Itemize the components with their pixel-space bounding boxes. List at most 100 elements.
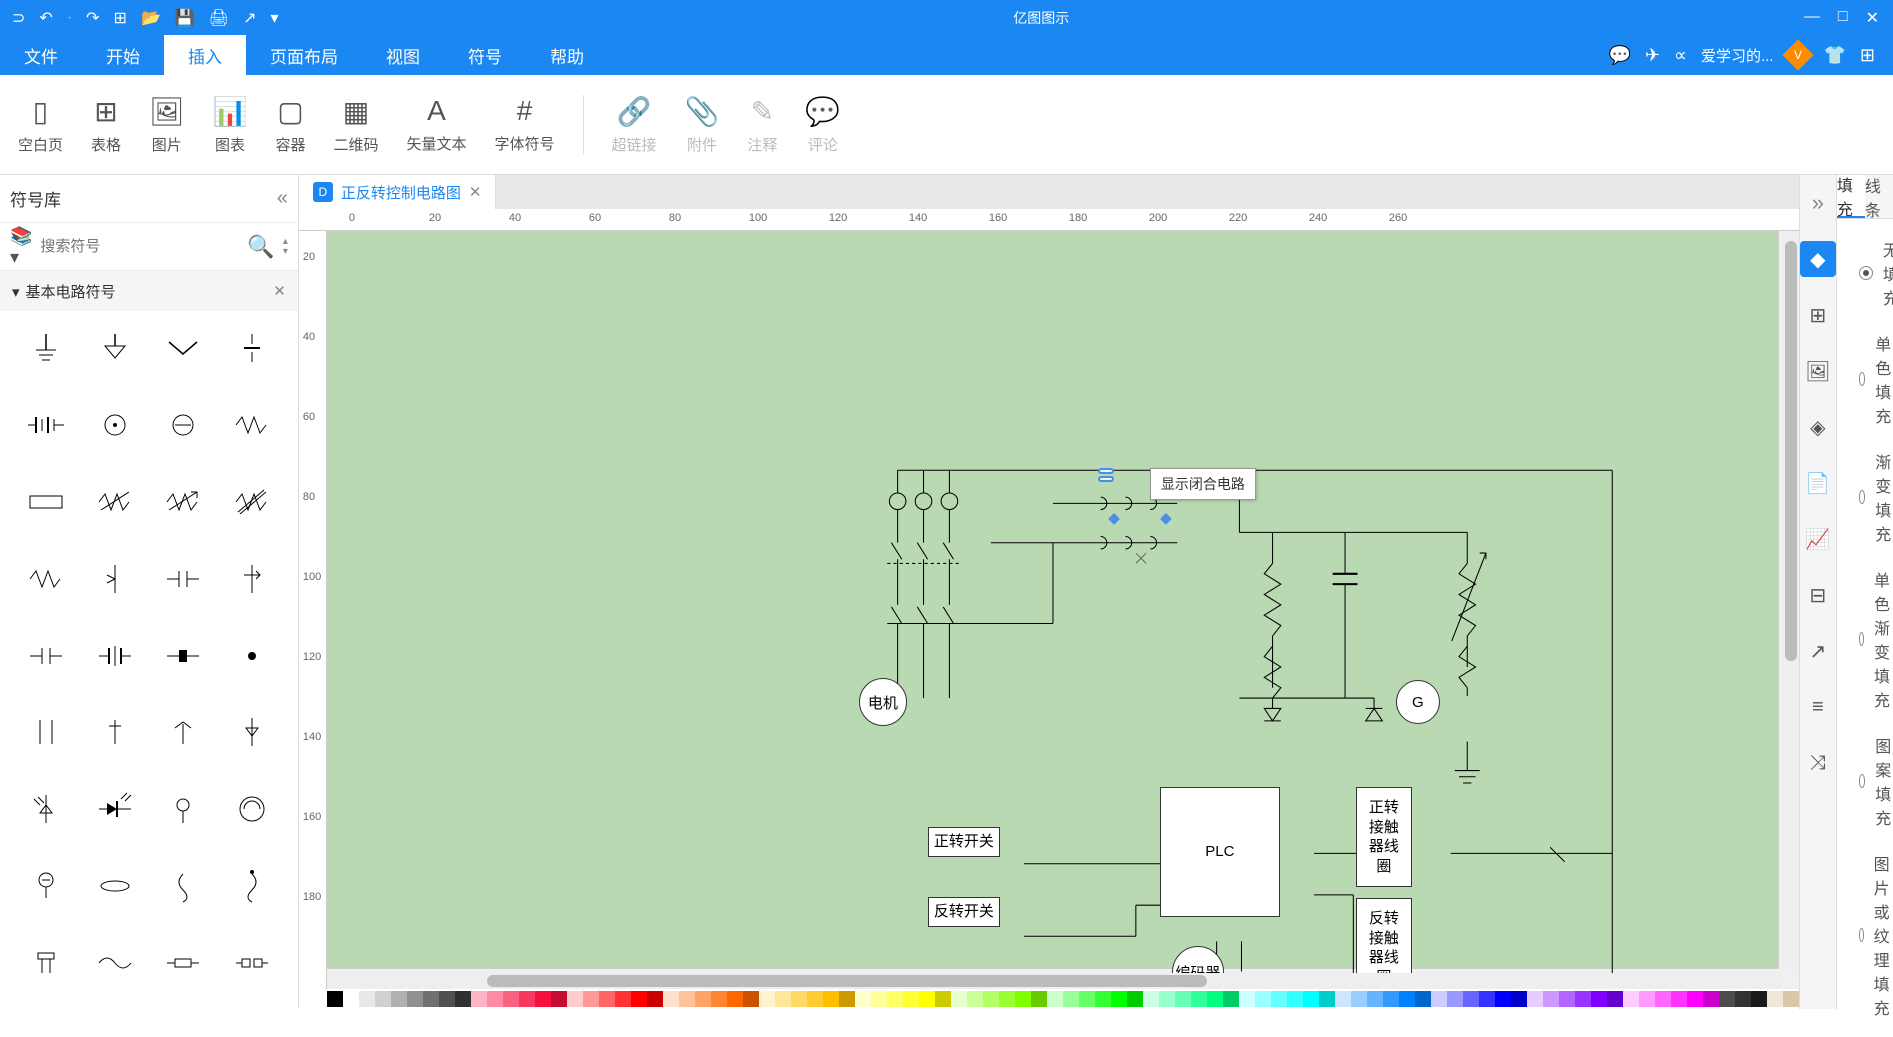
color-swatch[interactable]	[839, 991, 855, 1007]
color-swatch[interactable]	[1671, 991, 1687, 1007]
color-swatch[interactable]	[999, 991, 1015, 1007]
color-swatch[interactable]	[1767, 991, 1783, 1007]
symbol-19[interactable]	[217, 631, 285, 681]
symbol-16[interactable]	[12, 631, 80, 681]
color-swatch[interactable]	[503, 991, 519, 1007]
color-swatch[interactable]	[1495, 991, 1511, 1007]
color-swatch[interactable]	[1463, 991, 1479, 1007]
color-swatch[interactable]	[1735, 991, 1751, 1007]
print-icon[interactable]: 🖨	[209, 8, 229, 28]
color-swatch[interactable]	[1047, 991, 1063, 1007]
menu-插入[interactable]: 插入	[164, 35, 246, 75]
color-swatch[interactable]	[1351, 991, 1367, 1007]
symbol-9[interactable]	[80, 477, 148, 527]
color-swatch[interactable]	[935, 991, 951, 1007]
symbol-15[interactable]	[217, 554, 285, 604]
color-swatch[interactable]	[791, 991, 807, 1007]
color-swatch[interactable]	[743, 991, 759, 1007]
color-swatch[interactable]	[1271, 991, 1287, 1007]
ribbon-字体符号[interactable]: #字体符号	[495, 95, 555, 155]
color-swatch[interactable]	[823, 991, 839, 1007]
color-swatch[interactable]	[887, 991, 903, 1007]
color-swatch[interactable]	[583, 991, 599, 1007]
library-dropdown-icon[interactable]: 📚▾	[10, 226, 32, 268]
qat-more-icon[interactable]: ▾	[271, 8, 279, 28]
color-swatch[interactable]	[695, 991, 711, 1007]
fill-option-3[interactable]: 单色渐变填充	[1859, 567, 1893, 711]
smart-handle-icon[interactable]	[1098, 468, 1118, 490]
symbol-2[interactable]	[149, 323, 217, 373]
color-swatch[interactable]	[599, 991, 615, 1007]
image-tool-icon[interactable]: 🖼	[1800, 353, 1836, 389]
fill-option-0[interactable]: 无填充	[1859, 237, 1893, 309]
color-swatch[interactable]	[1255, 991, 1271, 1007]
symbol-21[interactable]	[80, 707, 148, 757]
color-swatch[interactable]	[1703, 991, 1719, 1007]
color-swatch[interactable]	[1639, 991, 1655, 1007]
symbol-10[interactable]	[149, 477, 217, 527]
color-swatch[interactable]	[391, 991, 407, 1007]
export-icon[interactable]: ↗	[243, 8, 256, 28]
color-swatch[interactable]	[1783, 991, 1799, 1007]
symbol-27[interactable]	[217, 784, 285, 834]
color-swatch[interactable]	[647, 991, 663, 1007]
tab-close-icon[interactable]: ✕	[469, 183, 482, 201]
menu-符号[interactable]: 符号	[444, 35, 526, 75]
menu-帮助[interactable]: 帮助	[526, 35, 608, 75]
horizontal-scrollbar[interactable]	[327, 973, 1783, 989]
symbol-35[interactable]	[217, 938, 285, 988]
fill-option-4[interactable]: 图案填充	[1859, 733, 1893, 829]
app-logo-icon[interactable]: ⊃	[12, 8, 25, 28]
color-swatch[interactable]	[1031, 991, 1047, 1007]
fill-tool-icon[interactable]: ◆	[1800, 241, 1836, 277]
color-swatch[interactable]	[1207, 991, 1223, 1007]
color-swatch[interactable]	[1239, 991, 1255, 1007]
symbol-29[interactable]	[80, 861, 148, 911]
share-icon[interactable]: ∝	[1674, 45, 1687, 66]
align-tool-icon[interactable]: ≡	[1800, 689, 1836, 725]
symbol-5[interactable]	[80, 400, 148, 450]
color-swatch[interactable]	[1543, 991, 1559, 1007]
color-swatch[interactable]	[1399, 991, 1415, 1007]
symbol-18[interactable]	[149, 631, 217, 681]
color-swatch[interactable]	[407, 991, 423, 1007]
fill-option-2[interactable]: 渐变填充	[1859, 449, 1893, 545]
panel-tab-线条[interactable]: 线条	[1865, 175, 1893, 218]
color-swatch[interactable]	[1095, 991, 1111, 1007]
color-swatch[interactable]	[983, 991, 999, 1007]
color-swatch[interactable]	[1383, 991, 1399, 1007]
symbol-7[interactable]	[217, 400, 285, 450]
color-swatch[interactable]	[1527, 991, 1543, 1007]
symbol-31[interactable]	[217, 861, 285, 911]
shuffle-tool-icon[interactable]: ⤨	[1800, 745, 1836, 781]
color-swatch[interactable]	[1687, 991, 1703, 1007]
ribbon-表格[interactable]: ⊞表格	[91, 95, 121, 155]
symbol-25[interactable]	[80, 784, 148, 834]
panel-tab-填充[interactable]: 填充	[1837, 175, 1865, 218]
color-swatch[interactable]	[1159, 991, 1175, 1007]
color-swatch[interactable]	[679, 991, 695, 1007]
color-swatch[interactable]	[1143, 991, 1159, 1007]
color-swatch[interactable]	[1287, 991, 1303, 1007]
chat-icon[interactable]: 💬	[1609, 45, 1631, 66]
color-swatch[interactable]	[615, 991, 631, 1007]
color-swatch[interactable]	[487, 991, 503, 1007]
node-电机[interactable]: 电机	[859, 678, 907, 726]
search-icon[interactable]: 🔍	[247, 234, 274, 260]
save-icon[interactable]: 💾	[175, 8, 195, 28]
redo-icon[interactable]: ↷	[86, 8, 99, 28]
export-tool-icon[interactable]: ↗	[1800, 633, 1836, 669]
grid-menu-icon[interactable]: ⊞	[1860, 45, 1875, 66]
color-swatch[interactable]	[1719, 991, 1735, 1007]
grid-tool-icon[interactable]: ⊞	[1800, 297, 1836, 333]
symbol-22[interactable]	[149, 707, 217, 757]
symbol-32[interactable]	[12, 938, 80, 988]
color-swatch[interactable]	[1575, 991, 1591, 1007]
category-close-icon[interactable]: ✕	[273, 282, 286, 300]
color-swatch[interactable]	[1319, 991, 1335, 1007]
symbol-20[interactable]	[12, 707, 80, 757]
color-swatch[interactable]	[951, 991, 967, 1007]
menu-页面布局[interactable]: 页面布局	[246, 35, 362, 75]
color-swatch[interactable]	[551, 991, 567, 1007]
color-swatch[interactable]	[1751, 991, 1767, 1007]
